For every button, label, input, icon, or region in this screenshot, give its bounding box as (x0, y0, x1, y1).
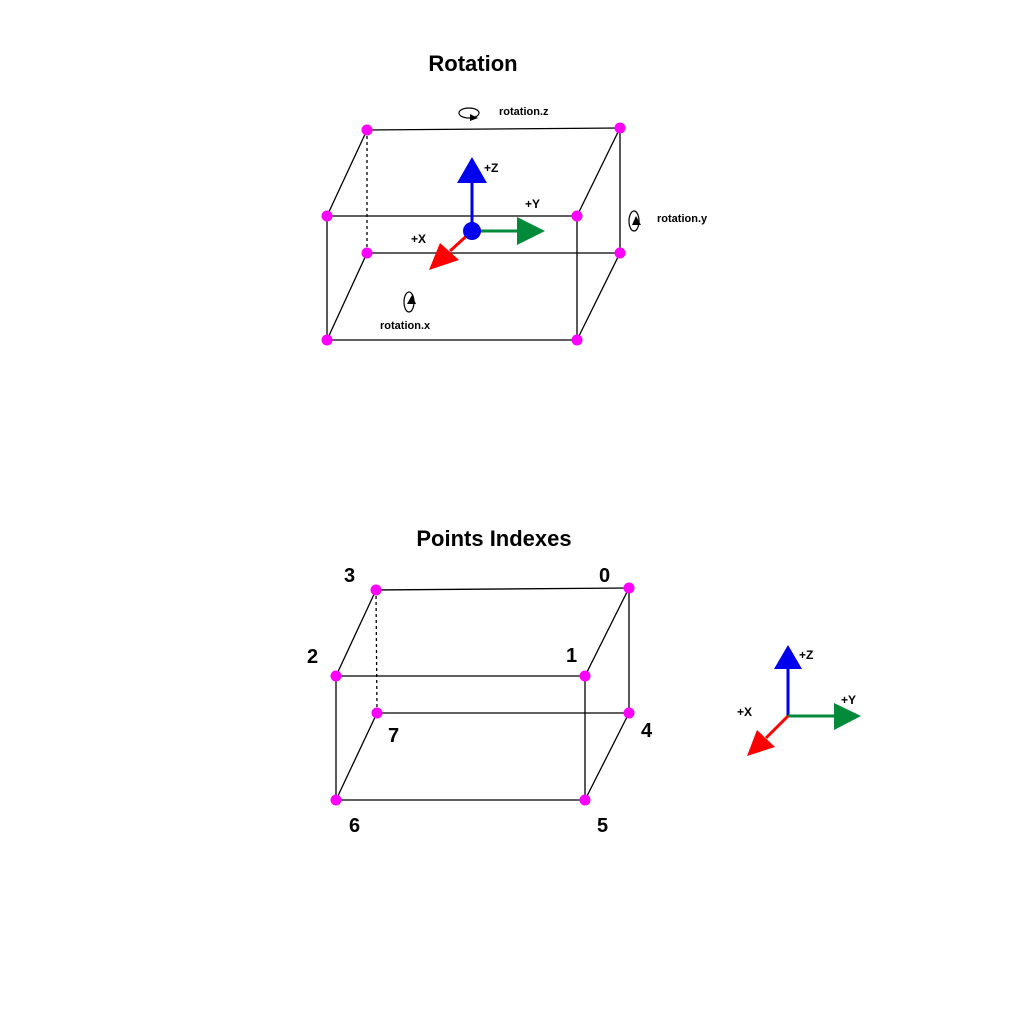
rotation-box-edges (326, 127, 621, 341)
indexes-box-edges (335, 587, 630, 801)
rotation-y-indicator: rotation.y (628, 210, 708, 232)
z-axis-label: +Z (799, 648, 813, 662)
vertex-point-6 (330, 794, 342, 806)
rotation-y-icon (628, 210, 640, 232)
rotation-diagram: Rotation (321, 51, 708, 346)
point-index-label-5: 5 (597, 815, 608, 837)
point-index-label-7: 7 (388, 725, 399, 747)
indexes-diagram: Points Indexes 0 1 (307, 526, 653, 837)
box-edge (576, 127, 621, 217)
vertex-point-4 (623, 707, 635, 719)
point-index-label-6: 6 (349, 815, 360, 837)
vertex-point (571, 334, 583, 346)
box-edge (584, 712, 630, 801)
x-axis-arrowhead (429, 243, 459, 270)
x-axis-label: +X (411, 232, 426, 246)
rotation-title: Rotation (428, 51, 517, 76)
box-edge (576, 252, 621, 341)
box-edge-hidden (375, 589, 378, 714)
axes-legend-gizmo: +Z +Y +X (737, 645, 861, 756)
rotation-z-indicator: rotation.z (458, 106, 549, 121)
y-axis-arrowhead (517, 217, 545, 245)
box-edge (326, 129, 368, 217)
rotation-box-vertices (321, 122, 626, 346)
vertex-point (614, 247, 626, 259)
y-axis-label: +Y (841, 693, 856, 707)
rotation-y-label: rotation.y (657, 213, 708, 225)
x-axis-arrowhead (747, 730, 775, 756)
vertex-point-5 (579, 794, 591, 806)
box-edge (366, 127, 621, 131)
vertex-point (614, 122, 626, 134)
indexes-title: Points Indexes (416, 526, 571, 551)
z-axis-arrowhead (774, 645, 802, 669)
vertex-point (361, 124, 373, 136)
point-index-label-3: 3 (344, 565, 355, 587)
point-index-label-0: 0 (599, 565, 610, 587)
vertex-point (571, 210, 583, 222)
rotation-z-arrow-icon (470, 114, 478, 121)
rotation-x-label: rotation.x (380, 320, 431, 332)
rotation-z-label: rotation.z (499, 106, 549, 118)
rotation-z-icon (458, 107, 480, 119)
box-edge (326, 252, 368, 341)
x-axis-label: +X (737, 705, 752, 719)
x-axis-shaft (764, 714, 790, 740)
origin-point (463, 222, 481, 240)
vertex-point (321, 334, 333, 346)
rotation-x-arrow-icon (407, 295, 416, 304)
box-edge (335, 712, 378, 801)
rotation-y-arrow-icon (632, 216, 641, 225)
y-axis-arrowhead (834, 703, 861, 730)
vertex-point-0 (623, 582, 635, 594)
y-axis-label: +Y (525, 197, 540, 211)
vertex-point (361, 247, 373, 259)
z-axis-arrowhead (457, 157, 487, 183)
box-edge (584, 587, 630, 677)
box-edge (335, 589, 377, 677)
rotation-axes-gizmo: +Z +Y +X (411, 157, 545, 270)
vertex-point-7 (371, 707, 383, 719)
box-edge (375, 587, 630, 591)
point-index-label-1: 1 (566, 645, 577, 667)
point-index-label-4: 4 (641, 720, 653, 742)
point-index-labels: 0 1 2 3 4 5 6 7 (307, 565, 653, 837)
point-index-label-2: 2 (307, 646, 318, 668)
rotation-x-indicator: rotation.x (380, 291, 431, 332)
vertex-point (321, 210, 333, 222)
vertex-point-2 (330, 670, 342, 682)
vertex-point-1 (579, 670, 591, 682)
indexes-box-vertices (330, 582, 635, 806)
z-axis-label: +Z (484, 161, 498, 175)
vertex-point-3 (370, 584, 382, 596)
